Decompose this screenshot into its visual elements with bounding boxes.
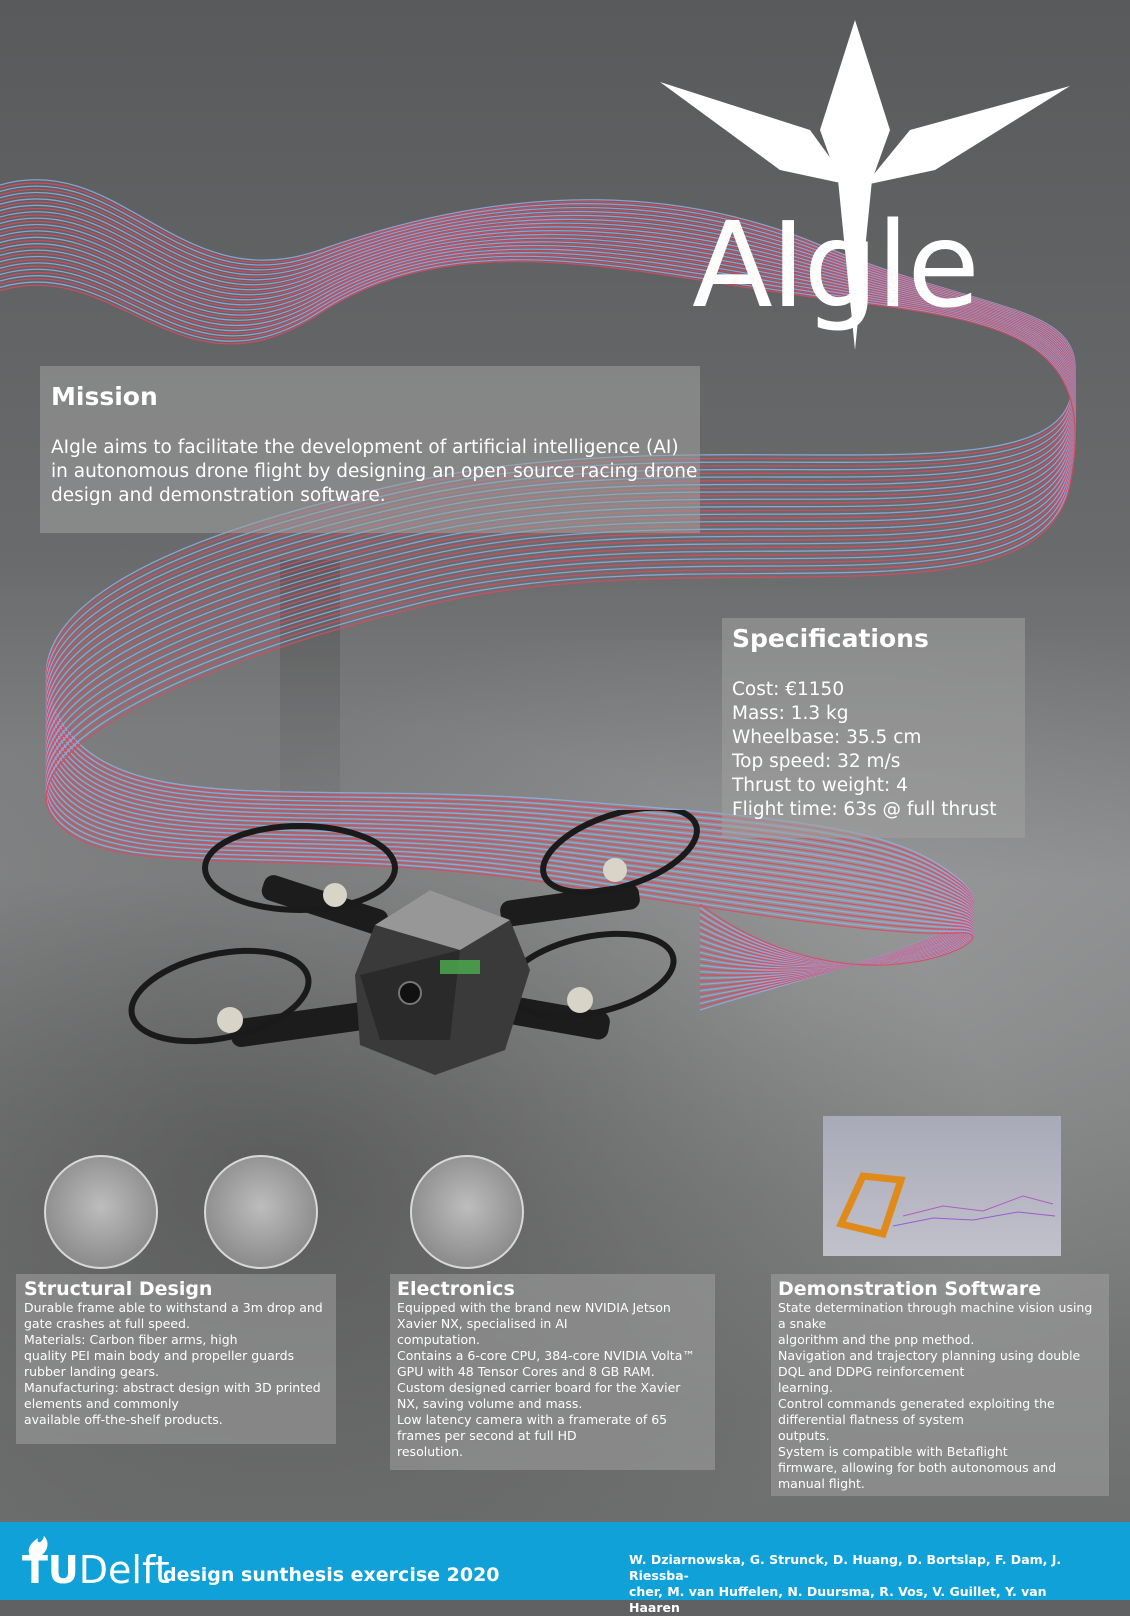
electronics-line: frames per second at full HD <box>397 1428 577 1443</box>
demo-line: System is compatible with Betaflight <box>778 1444 1008 1459</box>
ribbon-line <box>0 248 1076 965</box>
demo-line: outputs. <box>778 1428 830 1443</box>
demo-line: learning. <box>778 1380 833 1395</box>
specifications-list: Cost: €1150 Mass: 1.3 kg Wheelbase: 35.5… <box>732 678 996 822</box>
specifications-panel: Specifications Cost: €1150 Mass: 1.3 kg … <box>722 618 1025 838</box>
demo-line: a snake <box>778 1316 827 1331</box>
ribbon-line <box>0 250 1076 965</box>
mission-panel: Mission AIgle aims to facilitate the dev… <box>40 366 700 533</box>
demo-line: Navigation and trajectory planning using… <box>778 1348 1081 1363</box>
electronics-line: Xavier NX, specialised in AI <box>397 1316 568 1331</box>
tudelft-flame-icon <box>28 1536 48 1556</box>
eagle-logo-icon <box>660 20 1070 350</box>
electronics-line: GPU with 48 Tensor Cores and 8 GB RAM. <box>397 1364 655 1379</box>
structural-line: gate crashes at full speed. <box>24 1316 190 1331</box>
spec-flight-time: Flight time: 63s @ full thrust <box>732 799 997 820</box>
electronics-line: Custom designed carrier board for the Xa… <box>397 1380 681 1395</box>
ribbon-line <box>0 231 1076 968</box>
mission-text: AIgle aims to facilitate the development… <box>51 437 698 506</box>
simulation-screenshot <box>823 1116 1061 1256</box>
tudelft-logo: TUDelft <box>22 1548 170 1592</box>
electronics-card: Electronics Equipped with the brand new … <box>390 1274 715 1470</box>
ribbon-line <box>0 244 1076 965</box>
ribbon-line <box>0 235 1076 967</box>
ribbon-line <box>0 233 1076 968</box>
logo-wordmark: AIgle <box>692 196 980 334</box>
ribbon-line <box>0 243 1076 966</box>
demonstration-software-card: Demonstration Software State determinati… <box>771 1274 1109 1496</box>
gate-render <box>836 1172 1056 1239</box>
ribbon-line <box>0 253 1076 965</box>
mission-title: Mission <box>51 382 158 411</box>
structural-line: quality PEI main body and propeller guar… <box>24 1348 295 1363</box>
spec-thrust-to-weight: Thrust to weight: 4 <box>732 775 908 796</box>
electronics-line: Low latency camera with a framerate of 6… <box>397 1412 668 1427</box>
spec-mass: Mass: 1.3 kg <box>732 703 849 724</box>
structural-title: Structural Design <box>24 1278 213 1300</box>
demo-line: State determination through machine visi… <box>778 1300 1093 1315</box>
structural-line: Manufacturing: abstract design with 3D p… <box>24 1380 321 1395</box>
ribbon-line <box>0 255 1076 966</box>
ribbon-line <box>0 260 1076 966</box>
ribbon-line <box>0 237 1076 966</box>
ribbon-line <box>0 241 1076 966</box>
structural-image-1 <box>44 1155 158 1269</box>
spec-top-speed: Top speed: 32 m/s <box>732 751 901 772</box>
structural-line: Durable frame able to withstand a 3m dro… <box>24 1300 323 1315</box>
electronics-line: computation. <box>397 1332 481 1347</box>
demo-title: Demonstration Software <box>778 1278 1042 1300</box>
ribbon-line <box>0 259 1076 966</box>
electronics-image <box>410 1155 524 1269</box>
ribbon-line <box>0 252 1076 965</box>
structural-design-card: Structural Design Durable frame able to … <box>16 1274 336 1444</box>
structural-line: elements and commonly <box>24 1396 179 1411</box>
electronics-line: NX, saving volume and mass. <box>397 1396 583 1411</box>
structural-image-2 <box>204 1155 318 1269</box>
spec-wheelbase: Wheelbase: 35.5 cm <box>732 727 922 748</box>
spec-cost: Cost: €1150 <box>732 679 845 700</box>
structural-line: rubber landing gears. <box>24 1364 159 1379</box>
specifications-title: Specifications <box>732 624 929 653</box>
ribbon-line <box>0 257 1076 966</box>
authors-line-2: cher, M. van Huffelen, N. Duursma, R. Vo… <box>629 1584 1047 1615</box>
drone-render <box>128 810 700 1075</box>
structural-line: Materials: Carbon fiber arms, high <box>24 1332 238 1347</box>
electronics-title: Electronics <box>397 1278 515 1300</box>
electronics-line: Contains a 6-core CPU, 384-core NVIDIA V… <box>397 1348 695 1363</box>
demo-line: differential flatness of system <box>778 1412 964 1427</box>
demo-line: Control commands generated exploiting th… <box>778 1396 1055 1411</box>
electronics-line: resolution. <box>397 1444 464 1459</box>
demo-line: firmware, allowing for both autonomous a… <box>778 1460 1057 1475</box>
authors-list: W. Dziarnowska, G. Strunck, D. Huang, D.… <box>629 1552 1089 1616</box>
demo-line: algorithm and the pnp method. <box>778 1332 975 1347</box>
footer-bar: TUDelft design sunthesis exercise 2020 W… <box>0 1522 1130 1615</box>
structural-line: available off-the-shelf products. <box>24 1412 223 1427</box>
demo-line: DQL and DDPG reinforcement <box>778 1364 965 1379</box>
electronics-line: Equipped with the brand new NVIDIA Jetso… <box>397 1300 671 1315</box>
demo-line: manual flight. <box>778 1476 865 1491</box>
authors-line-1: W. Dziarnowska, G. Strunck, D. Huang, D.… <box>629 1552 1062 1583</box>
ribbon-line <box>0 246 1076 965</box>
footer-title: design sunthesis exercise 2020 <box>163 1564 500 1586</box>
ribbon-line <box>0 239 1076 966</box>
